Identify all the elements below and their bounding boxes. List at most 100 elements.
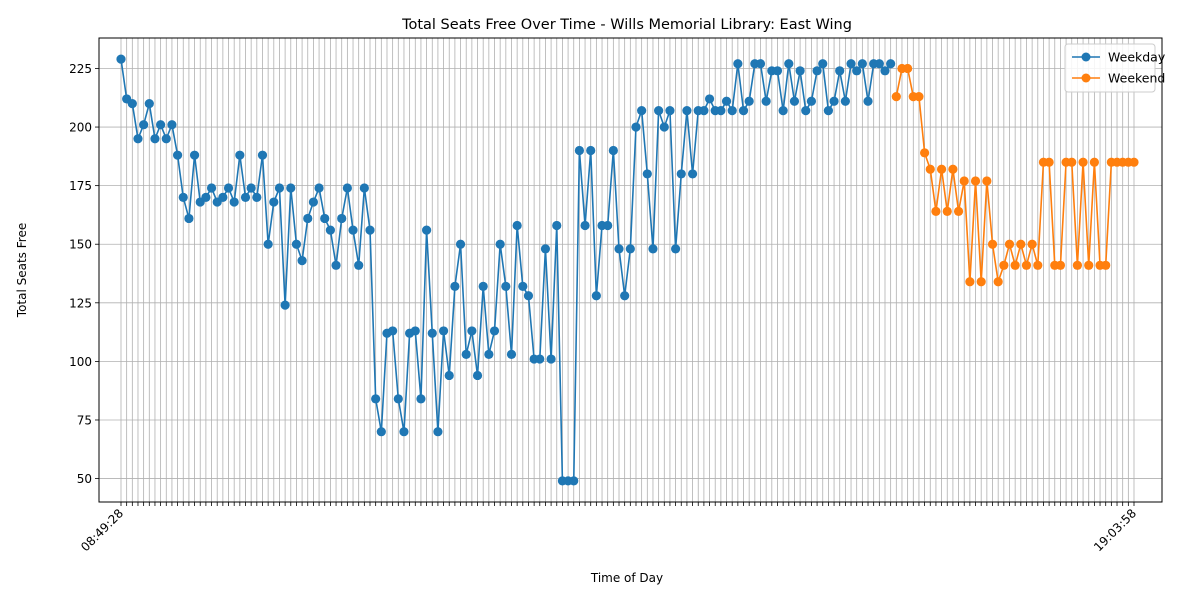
data-point-weekend [914,91,924,102]
data-point-weekend [1021,260,1032,270]
legend: Weekday Weekend [1064,43,1166,93]
data-point-weekend [920,148,930,158]
data-point-weekday [410,326,420,336]
data-point-weekday [603,220,613,231]
data-point-weekday [422,225,432,235]
data-point-weekday [257,150,268,160]
data-point-weekday [687,169,698,179]
data-point-weekday [648,244,658,254]
data-point-weekend [976,277,986,287]
data-point-weekday [806,96,817,106]
data-point-weekday [540,244,551,254]
data-point-weekday [671,244,681,254]
data-point-weekday [721,96,732,106]
data-point-weekday [880,66,890,76]
data-point-weekend [965,277,975,287]
data-point-weekday [512,220,522,231]
y-tick-label: 125 [69,296,92,310]
data-point-weekday [416,394,426,404]
data-point-weekday [161,134,171,144]
data-point-weekday [337,213,347,224]
data-point-weekday [489,326,500,336]
data-point-weekday [772,66,783,76]
data-point-weekday [150,134,160,144]
data-point-weekday [501,281,511,291]
y-tick-label: 225 [69,62,92,76]
data-point-weekday [874,59,884,69]
data-point-weekday [461,349,471,359]
data-point-weekday [325,225,335,235]
data-point-weekday [704,94,715,104]
data-point-weekend [1004,239,1015,249]
data-point-weekday [308,197,319,207]
data-point-weekend [982,176,992,186]
data-point-weekend [1101,260,1111,270]
data-point-weekend [1067,157,1077,167]
data-point-weekday [246,183,256,193]
data-point-weekday [388,326,398,336]
data-point-weekday [823,106,834,116]
data-point-weekday [574,145,585,156]
data-point-weekday [472,370,483,381]
data-point-weekend [1129,157,1139,167]
data-point-weekday [506,349,517,359]
data-point-weekday [846,59,856,69]
data-point-weekday [371,394,381,404]
data-point-weekday [857,59,867,69]
y-tick-label: 175 [69,179,92,193]
legend-label-weekend: Weekend [1108,71,1165,86]
data-point-weekday [744,96,754,106]
series-layer [116,54,1139,486]
data-point-weekday [172,150,183,160]
data-point-weekday [784,59,794,69]
data-point-weekday [297,256,307,266]
legend-label-weekday: Weekday [1108,50,1166,65]
y-axis: 50 75 100 125 150 175 200 225 [69,62,99,486]
data-point-weekday [450,281,460,291]
data-point-weekend [1010,260,1020,270]
data-point-weekend [1072,260,1083,270]
data-point-weekday [201,192,211,202]
y-tick-label: 200 [69,121,92,135]
data-point-weekday [427,328,437,338]
data-point-weekday [795,66,805,76]
data-point-weekday [252,192,262,202]
data-point-weekday [727,106,737,116]
data-point-weekday [393,394,403,404]
data-point-weekday [314,183,324,193]
data-point-weekday [178,192,188,202]
data-point-weekend [999,260,1009,270]
data-point-weekday [433,427,443,437]
data-point-weekday [235,150,245,160]
data-point-weekday [365,225,375,235]
data-point-weekday [789,96,800,106]
data-point-weekday [637,106,647,116]
data-point-weekend [942,206,952,217]
data-point-weekend [1055,260,1066,270]
data-point-weekday [206,183,217,193]
x-axis-title: Time of Day [590,571,663,585]
data-point-weekday [580,220,590,231]
data-point-weekday [139,120,149,130]
grid [99,38,1162,502]
data-point-weekday [342,183,352,193]
data-point-weekday [331,260,341,270]
data-point-weekday [229,197,239,207]
data-point-weekday [291,239,302,249]
chart-title: Total Seats Free Over Time - Wills Memor… [401,17,852,33]
data-point-weekday [863,96,873,106]
data-point-weekday [625,244,635,254]
data-point-weekday [569,476,579,486]
data-point-weekday [682,106,692,116]
data-point-weekday [733,59,743,69]
data-point-weekday [552,220,562,231]
data-point-weekday [818,59,828,69]
data-point-weekday [546,354,556,364]
data-point-weekday [484,349,494,359]
data-point-weekday [676,169,686,179]
data-point-weekday [518,281,528,291]
data-point-weekday [359,183,369,193]
data-point-weekday [886,59,896,69]
y-tick-label: 100 [69,355,92,369]
data-point-weekend [931,206,941,217]
